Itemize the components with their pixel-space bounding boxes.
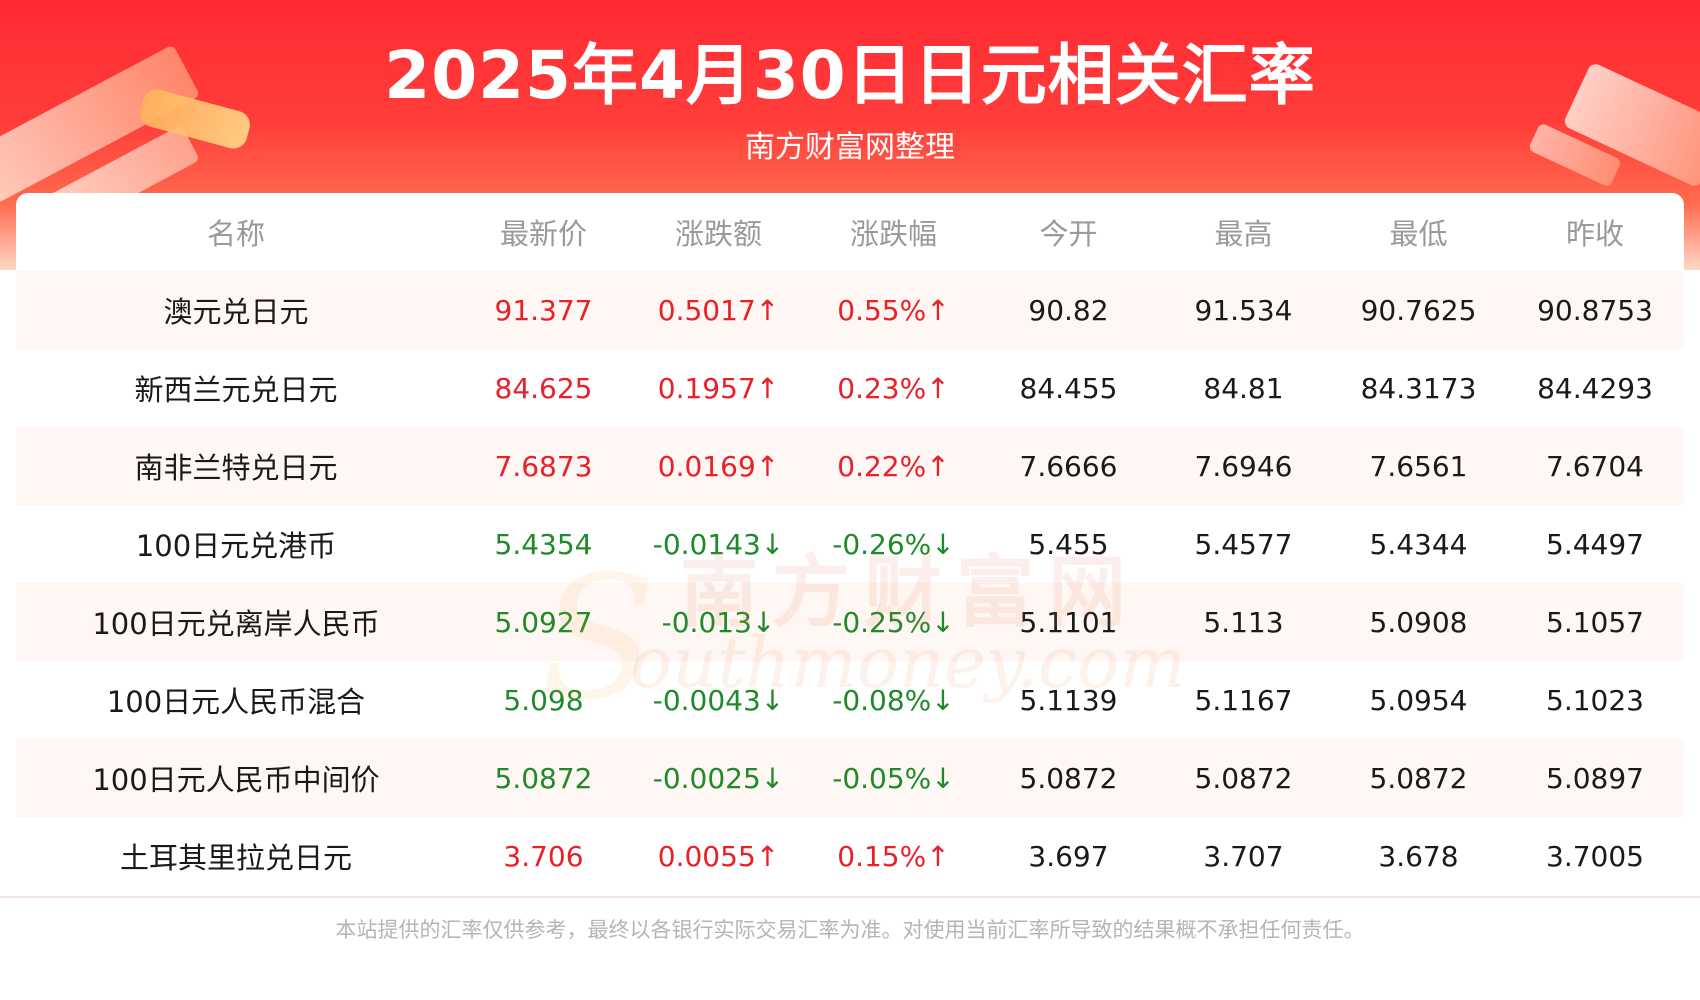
rate-table-card: 名称 最新价 涨跌额 涨跌幅 今开 最高 最低 昨收 澳元兑日元 91.377 … [16,193,1684,898]
row-open: 3.697 [1028,839,1109,873]
column-header-prev-close: 昨收 [1565,217,1624,251]
row-change: 0.0055↑ [657,839,780,873]
row-change-pct: -0.05%↓ [832,761,955,795]
row-change-pct: 0.55%↑ [837,293,950,327]
table-row: 南非兰特兑日元 7.6873 0.0169↑ 0.22%↑ 7.6666 7.6… [16,427,1684,505]
table-row: 土耳其里拉兑日元 3.706 0.0055↑ 0.15%↑ 3.697 3.70… [16,817,1684,895]
row-latest: 5.0927 [494,605,593,639]
row-change: -0.0025↓ [652,761,785,795]
table-row: 100日元人民币混合 5.098 -0.0043↓ -0.08%↓ 5.1139… [16,661,1684,739]
row-open: 90.82 [1028,293,1109,327]
column-header-change-pct: 涨跌幅 [849,217,937,251]
table-header-row: 名称 最新价 涨跌额 涨跌幅 今开 最高 最低 昨收 [16,193,1684,271]
page-title: 2025年4月30日日元相关汇率 [384,37,1316,114]
row-name: 100日元人民币中间价 [92,763,380,797]
row-prev-close: 5.0897 [1546,761,1644,795]
row-open: 5.0872 [1019,761,1118,795]
table-row: 100日元兑离岸人民币 5.0927 -0.013↓ -0.25%↓ 5.110… [16,583,1684,661]
column-header-low: 最低 [1389,217,1448,251]
row-name: 新西兰元兑日元 [134,373,338,407]
row-high: 91.534 [1194,293,1293,327]
row-open: 5.455 [1028,527,1109,561]
row-prev-close: 84.4293 [1537,371,1653,405]
row-high: 5.0872 [1194,761,1293,795]
row-prev-close: 3.7005 [1546,839,1644,873]
row-high: 5.1167 [1194,683,1293,717]
row-name: 澳元兑日元 [163,295,309,329]
row-change-pct: 0.15%↑ [837,839,950,873]
row-name: 100日元兑港币 [135,529,337,563]
row-prev-close: 5.1023 [1546,683,1644,717]
row-high: 5.113 [1203,605,1284,639]
row-latest: 5.0872 [494,761,593,795]
row-low: 90.7625 [1360,293,1477,327]
footer-divider [0,896,1700,898]
row-prev-close: 7.6704 [1546,449,1644,483]
row-change: 0.0169↑ [657,449,780,483]
row-change-pct: 0.22%↑ [837,449,950,483]
row-high: 5.4577 [1194,527,1293,561]
column-header-name: 名称 [206,217,265,251]
row-low: 84.3173 [1360,371,1477,405]
row-change-pct: 0.23%↑ [837,371,950,405]
row-change: 0.1957↑ [657,371,780,405]
row-prev-close: 5.1057 [1546,605,1644,639]
row-low: 5.0872 [1369,761,1468,795]
row-low: 5.4344 [1369,527,1468,561]
footer-disclaimer: 本站提供的汇率仅供参考，最终以各银行实际交易汇率为准。对使用当前汇率所导致的结果… [335,918,1365,942]
row-change: -0.0043↓ [652,683,785,717]
row-high: 84.81 [1203,371,1284,405]
row-change: 0.5017↑ [657,293,780,327]
row-latest: 5.098 [503,683,584,717]
column-header-change: 涨跌额 [674,217,762,251]
row-change: -0.013↓ [661,605,776,639]
row-open: 5.1101 [1019,605,1118,639]
row-low: 7.6561 [1369,449,1468,483]
page-subtitle: 南方财富网整理 [745,130,955,165]
table-row: 澳元兑日元 91.377 0.5017↑ 0.55%↑ 90.82 91.534… [16,271,1684,349]
row-name: 100日元兑离岸人民币 [92,607,380,641]
row-open: 5.1139 [1019,683,1118,717]
row-change-pct: -0.08%↓ [832,683,955,717]
table-row: 100日元人民币中间价 5.0872 -0.0025↓ -0.05%↓ 5.08… [16,739,1684,817]
row-latest: 3.706 [503,839,584,873]
row-prev-close: 5.4497 [1546,527,1644,561]
table-row: 100日元兑港币 5.4354 -0.0143↓ -0.26%↓ 5.455 5… [16,505,1684,583]
table-body: 澳元兑日元 91.377 0.5017↑ 0.55%↑ 90.82 91.534… [16,271,1684,895]
row-name: 南非兰特兑日元 [134,451,338,485]
row-change-pct: -0.25%↓ [832,605,955,639]
row-latest: 84.625 [494,371,593,405]
row-open: 84.455 [1019,371,1118,405]
row-latest: 7.6873 [494,449,593,483]
row-change: -0.0143↓ [652,527,785,561]
column-header-open: 今开 [1039,217,1098,251]
table-row: 新西兰元兑日元 84.625 0.1957↑ 0.23%↑ 84.455 84.… [16,349,1684,427]
row-open: 7.6666 [1019,449,1118,483]
row-low: 3.678 [1378,839,1459,873]
row-prev-close: 90.8753 [1537,293,1653,327]
row-change-pct: -0.26%↓ [832,527,955,561]
row-name: 土耳其里拉兑日元 [119,841,352,875]
row-latest: 91.377 [494,293,593,327]
row-low: 5.0954 [1369,683,1468,717]
row-low: 5.0908 [1369,605,1468,639]
row-high: 3.707 [1203,839,1284,873]
row-name: 100日元人民币混合 [106,685,366,719]
row-high: 7.6946 [1194,449,1293,483]
row-latest: 5.4354 [494,527,593,561]
column-header-latest: 最新价 [499,217,587,251]
column-header-high: 最高 [1214,217,1273,251]
